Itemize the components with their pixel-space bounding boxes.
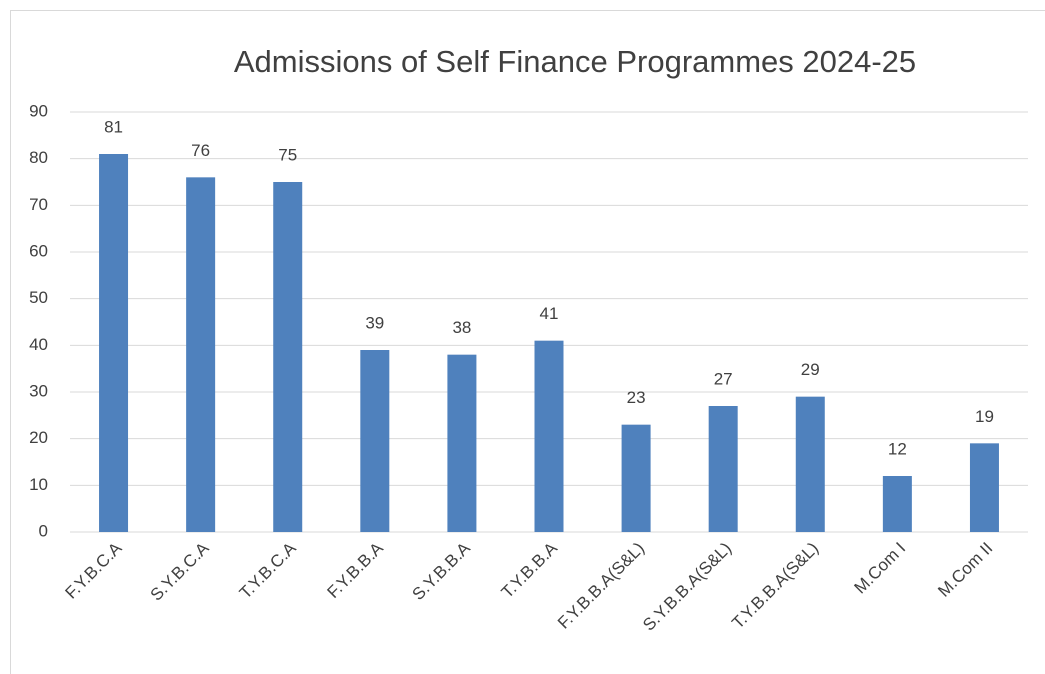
data-label: 19 xyxy=(975,407,994,426)
y-tick-label: 70 xyxy=(29,195,48,214)
y-tick-label: 0 xyxy=(39,521,48,540)
bar xyxy=(534,340,564,532)
y-tick-label: 30 xyxy=(29,381,48,400)
y-tick-label: 20 xyxy=(29,428,48,447)
x-tick-label: F.Y.B.C.A xyxy=(62,538,126,602)
bar xyxy=(186,177,216,533)
x-tick-label: S.Y.B.B.A xyxy=(409,538,475,604)
data-label: 12 xyxy=(888,439,907,458)
x-tick-label: S.Y.B.C.A xyxy=(147,538,213,604)
x-tick-label: T.Y.B.C.A xyxy=(236,538,300,602)
chart-border xyxy=(10,10,1045,674)
x-tick-label: M.Com II xyxy=(934,539,996,601)
data-label: 81 xyxy=(104,117,123,136)
chart-title: Admissions of Self Finance Programmes 20… xyxy=(234,44,916,79)
bar xyxy=(99,154,129,532)
y-tick-label: 90 xyxy=(29,101,48,120)
x-tick-label: S.Y.B.B.A(S&L) xyxy=(639,539,735,635)
data-label: 38 xyxy=(452,318,471,337)
y-tick-label: 40 xyxy=(29,335,48,354)
data-label: 23 xyxy=(627,388,646,407)
bar xyxy=(708,406,738,532)
y-tick-label: 60 xyxy=(29,241,48,260)
bar xyxy=(273,182,303,532)
x-tick-label: M.Com I xyxy=(851,539,910,598)
bar xyxy=(621,424,651,532)
bar xyxy=(447,354,477,532)
data-label: 76 xyxy=(191,141,210,160)
data-label: 29 xyxy=(801,360,820,379)
data-label: 27 xyxy=(714,369,733,388)
data-label: 39 xyxy=(365,313,384,332)
x-tick-label: F.Y.B.B.A xyxy=(323,538,387,602)
x-tick-label: T.Y.B.B.A(S&L) xyxy=(728,539,822,633)
bar xyxy=(882,476,912,532)
bar xyxy=(969,443,999,532)
x-tick-label: F.Y.B.B.A(S&L) xyxy=(554,539,648,633)
y-tick-label: 10 xyxy=(29,475,48,494)
y-tick-label: 50 xyxy=(29,288,48,307)
data-label: 41 xyxy=(540,304,559,323)
bar xyxy=(360,350,390,532)
data-label: 75 xyxy=(278,145,297,164)
x-tick-label: T.Y.B.B.A xyxy=(498,538,562,602)
y-tick-label: 80 xyxy=(29,148,48,167)
bar xyxy=(795,396,825,532)
